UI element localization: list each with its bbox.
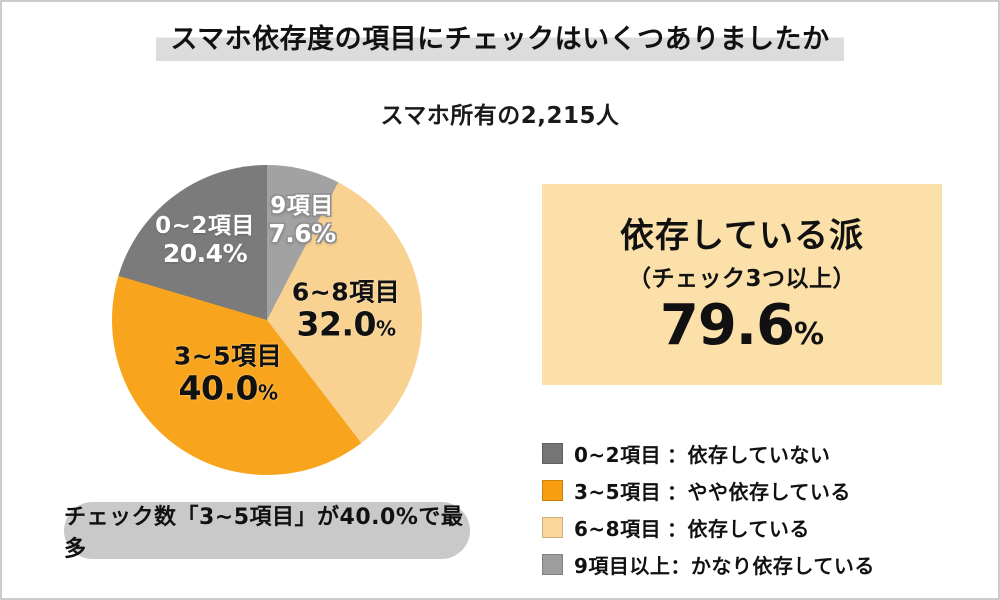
legend-item-6-8: 6~8項目 ：依存している	[542, 516, 875, 541]
legend-label: 6~8項目	[574, 516, 662, 541]
pie-label-0-2: 0~2項目 20.4%	[155, 213, 255, 268]
callout-subtitle: （チェック3つ以上）	[627, 266, 856, 292]
callout-value: 79.6%	[659, 293, 825, 358]
legend-desc: ：依存している	[667, 516, 810, 541]
legend-swatch	[542, 516, 563, 538]
pie-label-3-5: 3~5項目 40.0%	[173, 341, 283, 408]
legend: 0~2項目 ：依存していない 3~5項目 ：やや依存している 6~8項目 ：依存…	[542, 442, 875, 590]
legend-label: 9項目以上	[574, 553, 671, 578]
slice-name: 9項目	[270, 193, 334, 220]
sample-size-label: スマホ所有の2,215人	[380, 103, 620, 129]
legend-swatch	[542, 479, 563, 501]
footnote-pill: チェック数「3~5項目」が40.0%で最多	[64, 502, 470, 562]
legend-desc: ：かなり依存している	[670, 553, 875, 578]
slice-percent: 32.0%	[296, 304, 396, 344]
slice-name: 6~8項目	[291, 277, 401, 307]
slice-percent: 40.0%	[178, 368, 278, 408]
footnote-text: チェック数「3~5項目」が40.0%で最多	[64, 504, 464, 562]
summary-callout: 依存している派 （チェック3つ以上） 79.6%	[542, 184, 942, 385]
legend-desc: ：依存していない	[667, 442, 831, 467]
legend-swatch	[542, 442, 563, 464]
slice-percent: 20.4%	[162, 238, 248, 268]
slice-percent: 7.6%	[268, 218, 336, 248]
legend-item-9plus: 9項目以上 ：かなり依存している	[542, 553, 875, 578]
slice-name: 3~5項目	[173, 341, 283, 371]
legend-item-3-5: 3~5項目 ：やや依存している	[542, 479, 875, 504]
legend-item-0-2: 0~2項目 ：依存していない	[542, 442, 875, 467]
page-title: スマホ依存度の項目にチェックはいくつありましたか	[156, 24, 844, 62]
pie-label-9: 9項目 7.6%	[268, 193, 336, 248]
pie-chart	[112, 165, 422, 475]
callout-title: 依存している派	[620, 216, 864, 256]
pie-label-6-8: 6~8項目 32.0%	[291, 277, 401, 344]
legend-swatch	[542, 553, 563, 575]
legend-label: 0~2項目	[574, 442, 662, 467]
legend-label: 3~5項目	[574, 479, 662, 504]
slice-name: 0~2項目	[155, 213, 255, 240]
legend-desc: ：やや依存している	[667, 479, 851, 504]
